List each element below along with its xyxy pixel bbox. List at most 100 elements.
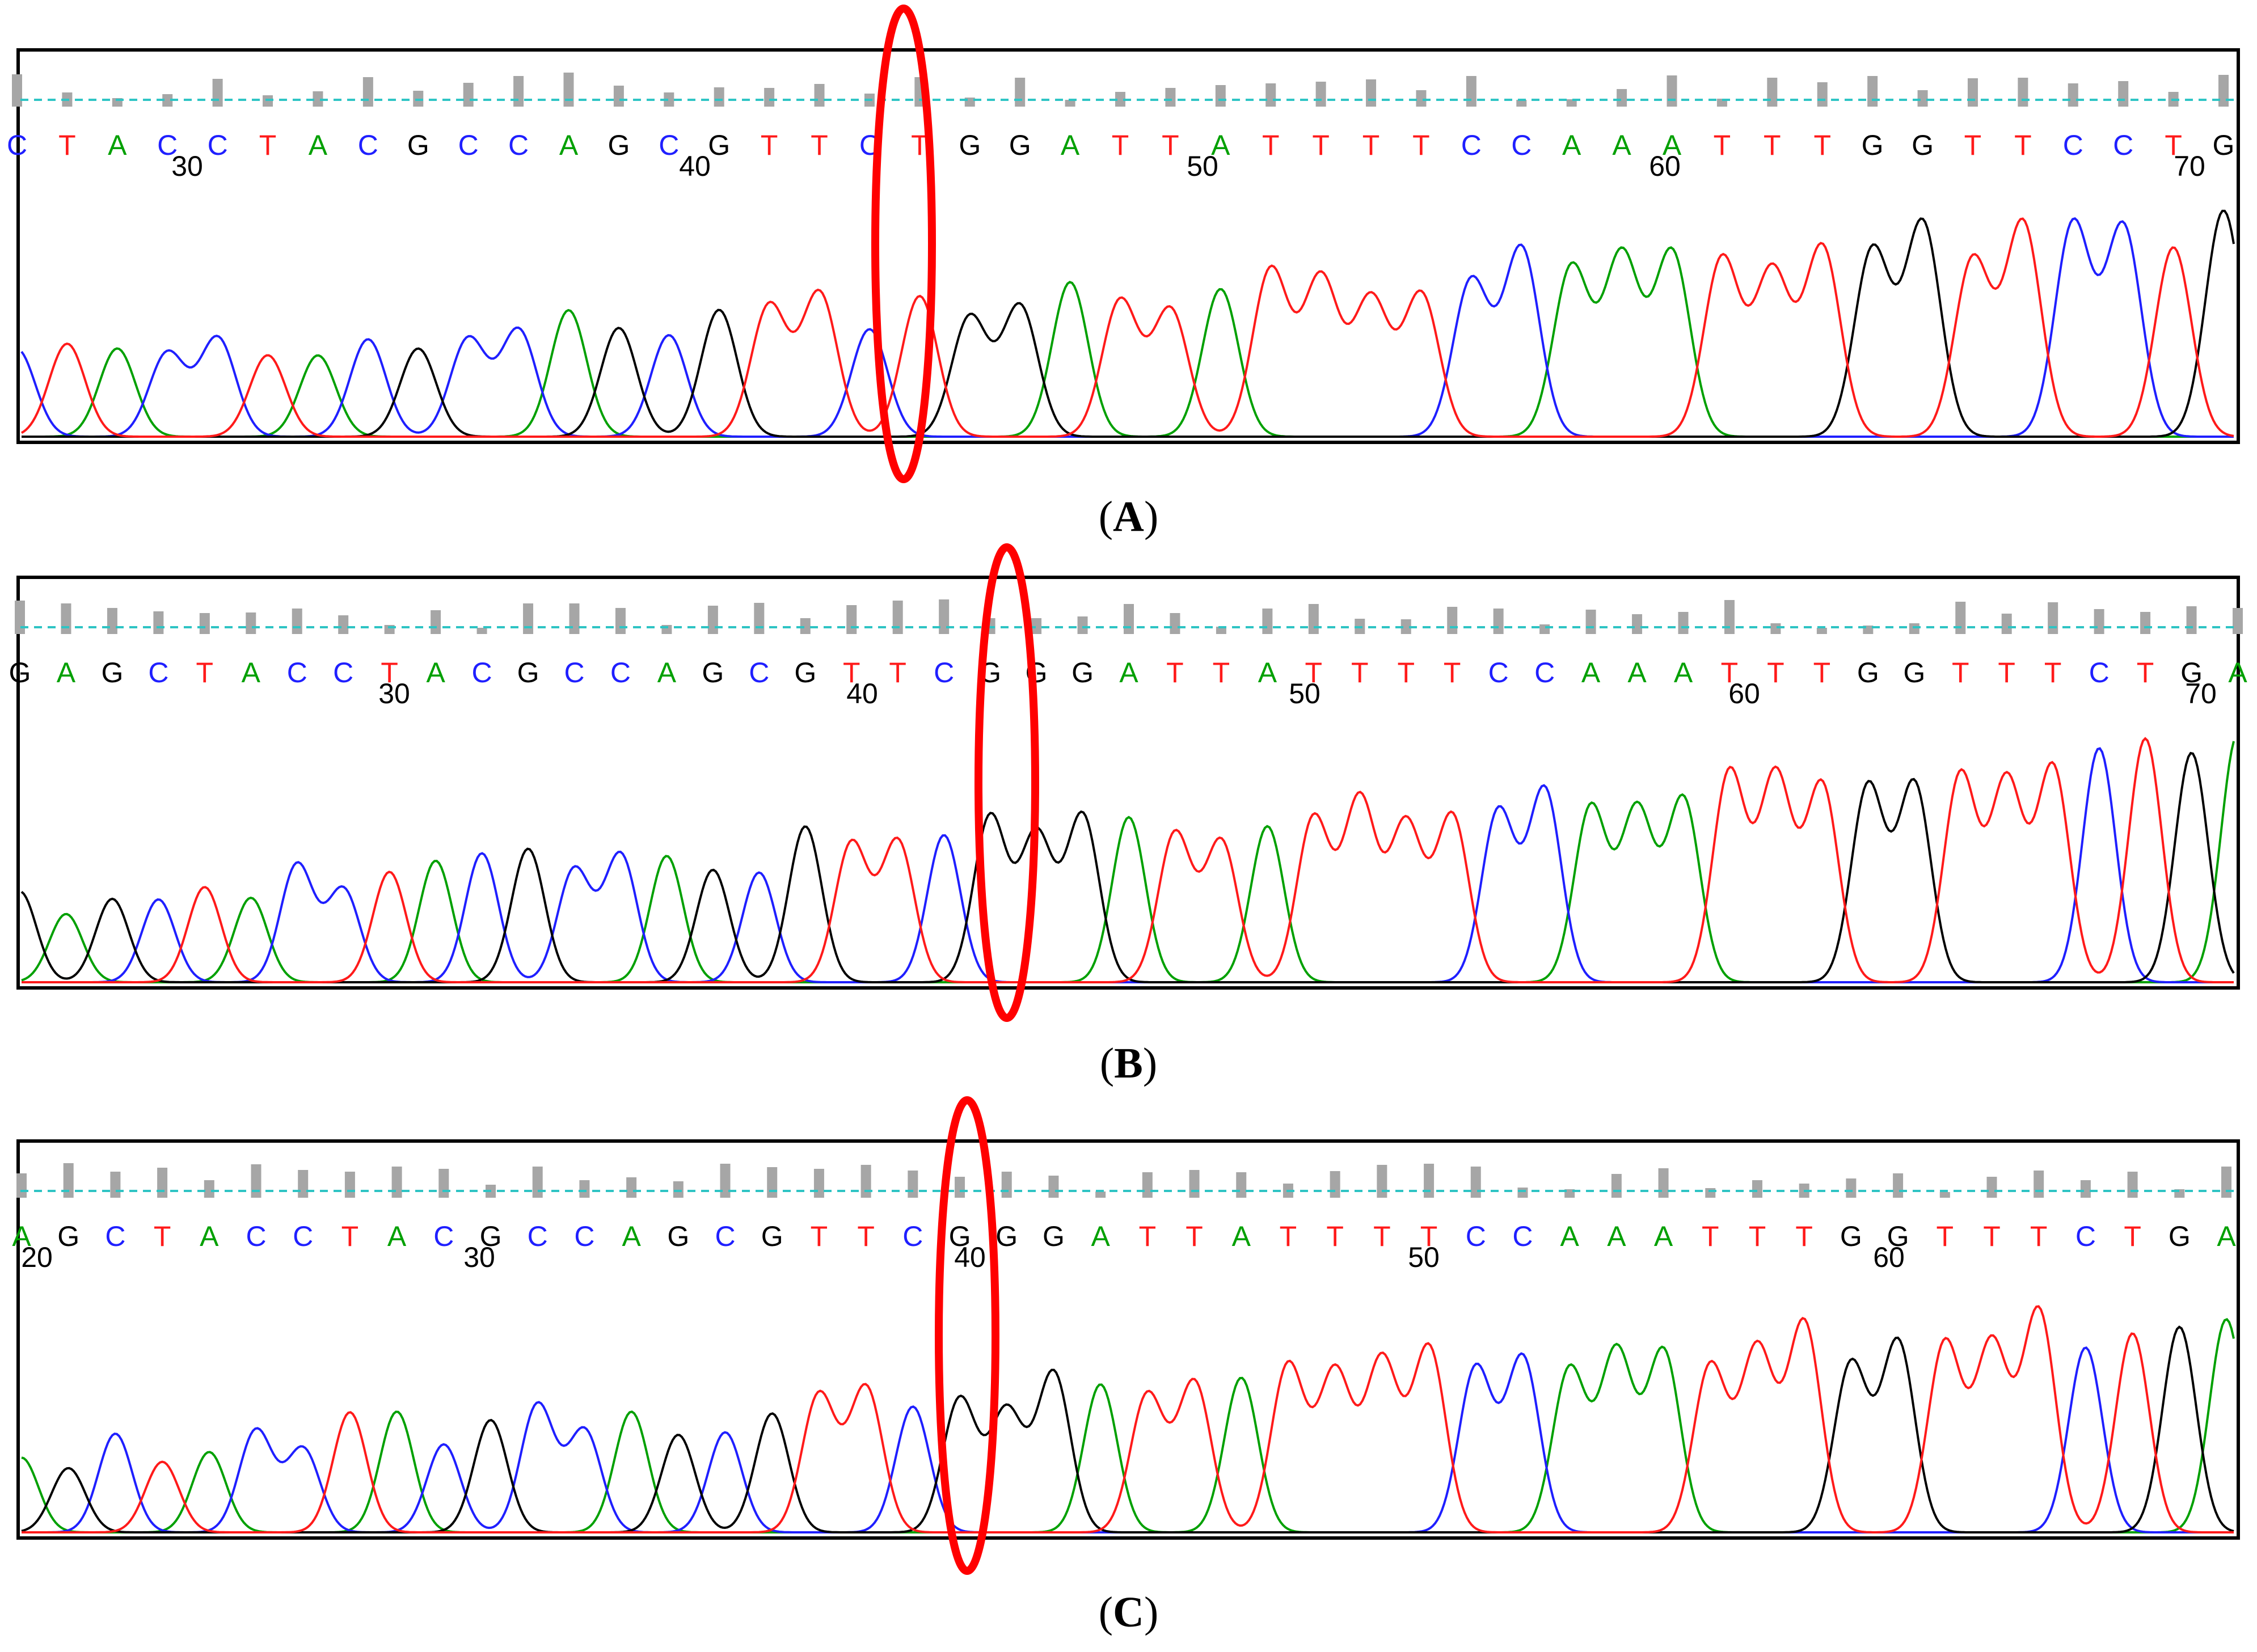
quality-bar bbox=[1466, 76, 1476, 107]
base-call: T bbox=[1749, 1220, 1766, 1252]
base-call: G bbox=[2213, 129, 2235, 161]
base-call: T bbox=[2044, 657, 2062, 688]
quality-bar bbox=[2186, 606, 2197, 634]
quality-bar bbox=[1424, 1164, 1435, 1198]
base-call: A bbox=[387, 1220, 407, 1252]
base-call: C bbox=[148, 657, 168, 688]
snp-highlight-ellipse bbox=[871, 5, 936, 483]
quality-bar bbox=[626, 1177, 637, 1198]
base-call: A bbox=[1674, 657, 1693, 688]
quality-bar bbox=[673, 1181, 684, 1198]
quality-bar bbox=[1470, 1167, 1481, 1198]
base-call: T bbox=[154, 1220, 171, 1252]
quality-bar bbox=[664, 92, 674, 107]
quality-bar bbox=[2094, 609, 2104, 634]
quality-bar bbox=[1667, 75, 1677, 107]
base-call: A bbox=[559, 129, 579, 161]
base-call: C bbox=[433, 1220, 454, 1252]
quality-bar bbox=[1955, 602, 1966, 634]
quality-bar bbox=[707, 606, 718, 634]
base-call: A bbox=[1091, 1220, 1110, 1252]
quality-bar bbox=[1893, 1173, 1904, 1198]
base-call: T bbox=[1280, 1220, 1297, 1252]
base-call: T bbox=[259, 129, 277, 161]
base-call: T bbox=[1983, 1220, 2001, 1252]
quality-bar bbox=[1617, 89, 1627, 107]
position-label: 30 bbox=[171, 150, 203, 182]
base-call: T bbox=[1952, 657, 1969, 688]
base-call: T bbox=[2137, 657, 2154, 688]
quality-bar bbox=[1564, 1189, 1575, 1198]
base-call: A bbox=[622, 1220, 641, 1252]
base-call: C bbox=[2075, 1220, 2096, 1252]
base-call: A bbox=[200, 1220, 219, 1252]
base-call: T bbox=[1444, 657, 1461, 688]
base-call: T bbox=[1162, 129, 1179, 161]
quality-bar bbox=[1170, 613, 1180, 634]
trace-t bbox=[22, 1305, 2234, 1533]
quality-bar bbox=[1917, 90, 1928, 107]
base-call: T bbox=[2030, 1220, 2048, 1252]
base-call: C bbox=[1466, 1220, 1486, 1252]
position-label: 50 bbox=[1187, 150, 1218, 182]
quality-bar bbox=[212, 79, 223, 107]
position-label: 40 bbox=[679, 150, 711, 182]
quality-bar bbox=[569, 603, 580, 634]
base-call: T bbox=[1312, 129, 1330, 161]
quality-bar bbox=[1315, 82, 1326, 107]
base-call: G bbox=[1912, 129, 1934, 161]
quality-bar bbox=[2233, 608, 2243, 634]
base-call: T bbox=[811, 1220, 828, 1252]
quality-bar bbox=[1585, 610, 1596, 634]
base-call: G bbox=[708, 129, 730, 161]
position-label: 60 bbox=[1649, 150, 1681, 182]
quality-bar bbox=[2221, 1167, 2231, 1198]
base-call: G bbox=[1857, 657, 1879, 688]
quality-bar bbox=[1767, 78, 1778, 107]
quality-bar bbox=[1236, 1172, 1247, 1198]
base-call: T bbox=[1362, 129, 1380, 161]
quality-bar bbox=[1189, 1170, 1200, 1198]
trace-g bbox=[20, 751, 2235, 983]
quality-bar bbox=[2080, 1180, 2091, 1198]
base-call: C bbox=[902, 1220, 923, 1252]
quality-bar bbox=[523, 603, 534, 634]
base-call: T bbox=[1721, 657, 1739, 688]
quality-bar bbox=[1377, 1165, 1387, 1198]
trace-g bbox=[22, 209, 2235, 438]
quality-bar bbox=[1308, 604, 1319, 634]
base-call: C bbox=[610, 657, 631, 688]
quality-bar bbox=[1001, 1172, 1012, 1198]
quality-bar bbox=[2048, 602, 2058, 634]
quality-bar bbox=[313, 91, 323, 107]
base-call: C bbox=[105, 1220, 125, 1252]
base-call: A bbox=[1562, 129, 1581, 161]
quality-bar bbox=[1165, 88, 1176, 107]
quality-bar bbox=[1817, 82, 1828, 107]
quality-bar bbox=[1048, 1176, 1059, 1198]
base-call: G bbox=[407, 129, 429, 161]
quality-bar bbox=[391, 1167, 402, 1198]
base-call: G bbox=[1043, 1220, 1065, 1252]
base-call: A bbox=[657, 657, 677, 688]
base-call: A bbox=[1560, 1220, 1579, 1252]
base-call: C bbox=[293, 1220, 313, 1252]
position-label: 50 bbox=[1289, 678, 1321, 709]
base-call: C bbox=[1511, 129, 1532, 161]
quality-bar bbox=[61, 603, 71, 634]
quality-bar bbox=[800, 618, 811, 634]
base-call: A bbox=[2228, 657, 2247, 688]
quality-bar bbox=[2127, 1172, 2138, 1198]
base-call: T bbox=[2165, 129, 2182, 161]
quality-bar bbox=[1124, 604, 1134, 634]
base-call: C bbox=[208, 129, 228, 161]
quality-bar bbox=[955, 1177, 965, 1198]
quality-bar bbox=[338, 615, 349, 634]
quality-bar bbox=[2001, 614, 2012, 634]
quality-bar bbox=[153, 611, 164, 634]
base-call: G bbox=[761, 1220, 783, 1252]
position-label: 30 bbox=[378, 678, 410, 709]
caption-a: (A) bbox=[1098, 493, 1159, 540]
base-call: A bbox=[242, 657, 261, 688]
